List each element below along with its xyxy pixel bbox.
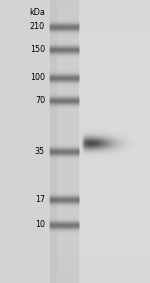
- Text: kDa: kDa: [29, 8, 45, 17]
- Text: 150: 150: [30, 45, 45, 54]
- Text: 17: 17: [35, 195, 45, 204]
- Text: 35: 35: [35, 147, 45, 156]
- Text: 70: 70: [35, 96, 45, 105]
- Text: 100: 100: [30, 73, 45, 82]
- Text: 10: 10: [35, 220, 45, 230]
- Text: 210: 210: [30, 22, 45, 31]
